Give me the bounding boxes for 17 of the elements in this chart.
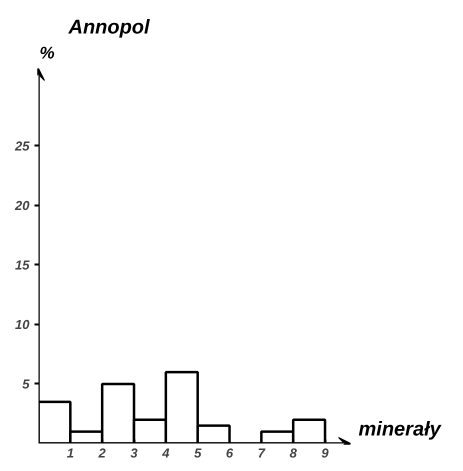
x-tick-label: 2 (98, 446, 107, 460)
y-tick-label: 15 (15, 257, 30, 272)
x-tick-label: 5 (194, 446, 202, 460)
x-tick-label: 6 (226, 446, 234, 460)
y-tick-label: 20 (14, 198, 30, 213)
y-tick-label: 25 (14, 138, 30, 154)
x-tick-label: 7 (258, 446, 266, 460)
y-tick-label: 10 (15, 316, 30, 332)
x-tick-label: 3 (130, 446, 138, 460)
x-axis-title: minerały (358, 418, 442, 440)
x-tick-label: 1 (66, 446, 74, 460)
y-tick-label: 5 (22, 376, 30, 392)
x-tick-label: 4 (161, 446, 170, 460)
x-tick-label: 9 (321, 446, 330, 460)
y-axis-title: % (40, 44, 55, 62)
chart-title: Annopol (68, 16, 150, 38)
x-tick-label: 8 (290, 446, 298, 460)
